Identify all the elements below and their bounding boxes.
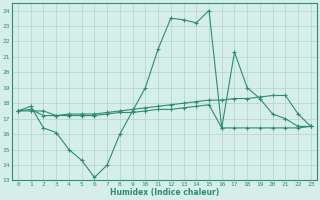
X-axis label: Humidex (Indice chaleur): Humidex (Indice chaleur) <box>110 188 219 197</box>
